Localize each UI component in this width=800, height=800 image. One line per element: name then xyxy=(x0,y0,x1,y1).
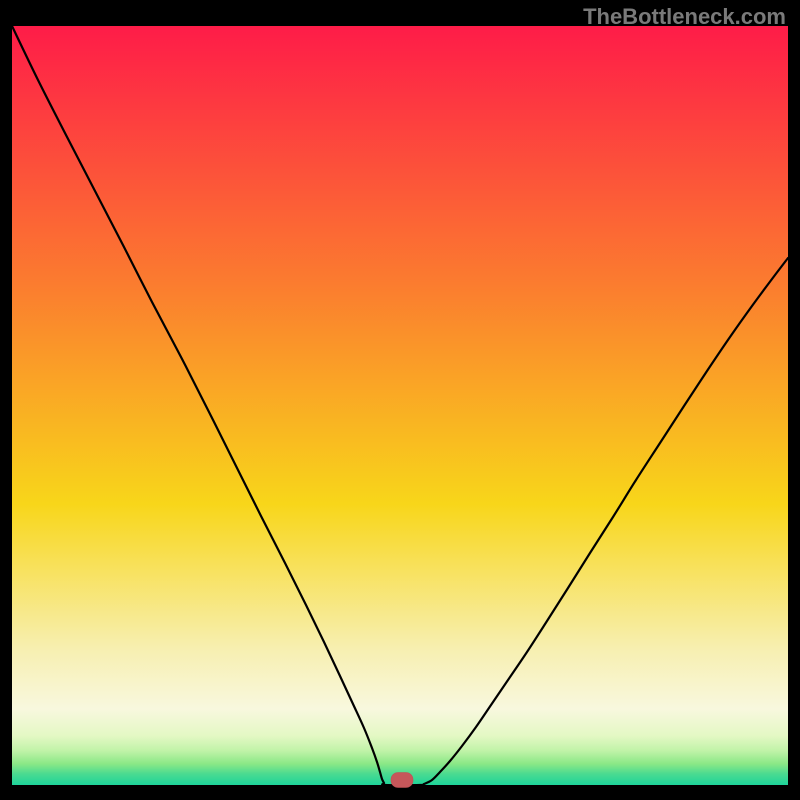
gradient-plot-area xyxy=(12,26,788,785)
optimal-marker xyxy=(391,773,413,788)
bottleneck-chart xyxy=(0,0,800,800)
